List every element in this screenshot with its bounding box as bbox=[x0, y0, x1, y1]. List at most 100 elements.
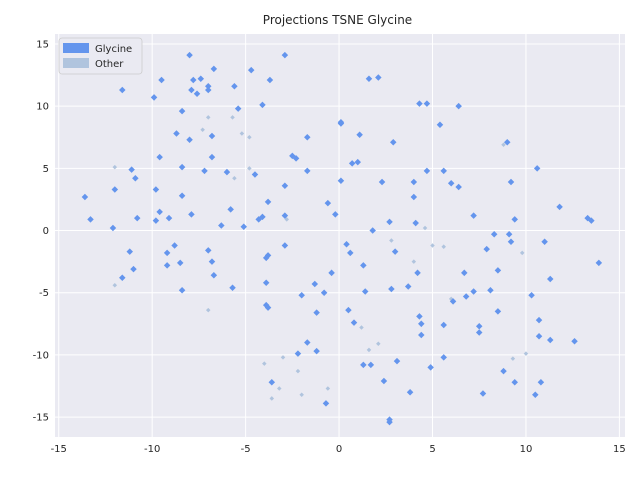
point-glycine bbox=[423, 100, 431, 107]
point-glycine bbox=[343, 240, 350, 248]
point-glycine bbox=[418, 320, 425, 328]
point-glycine bbox=[361, 288, 369, 295]
plot-area bbox=[55, 34, 625, 437]
y-axis-ticks: -15 -10 -5 0 5 10 15 bbox=[33, 39, 49, 423]
point-glycine bbox=[178, 286, 186, 294]
point-glycine bbox=[163, 249, 171, 257]
point-glycine bbox=[356, 131, 363, 139]
point-glycine bbox=[173, 130, 180, 137]
point-glycine bbox=[504, 138, 511, 146]
point-glycine bbox=[304, 339, 311, 346]
point-glycine bbox=[259, 101, 266, 109]
point-glycine bbox=[455, 183, 462, 191]
point-other bbox=[389, 238, 394, 243]
y-tick-label: 0 bbox=[43, 226, 49, 237]
point-glycine bbox=[388, 285, 395, 293]
point-glycine bbox=[440, 321, 447, 329]
x-tick-label: 0 bbox=[336, 444, 342, 455]
legend-label-glycine: Glycine bbox=[95, 44, 132, 55]
point-glycine bbox=[507, 238, 515, 245]
point-glycine bbox=[163, 262, 171, 269]
x-tick-label: 5 bbox=[429, 444, 435, 455]
chart-title: Projections TSNE Glycine bbox=[263, 13, 412, 27]
point-glycine bbox=[380, 377, 388, 385]
point-glycine bbox=[186, 51, 193, 59]
point-glycine bbox=[500, 367, 507, 375]
point-other bbox=[325, 386, 331, 391]
point-glycine bbox=[223, 168, 231, 176]
point-glycine bbox=[337, 177, 345, 185]
point-glycine bbox=[449, 298, 457, 305]
point-glycine bbox=[262, 254, 270, 262]
point-other bbox=[510, 356, 516, 361]
point-glycine bbox=[208, 258, 216, 265]
point-glycine bbox=[360, 361, 367, 369]
point-glycine bbox=[535, 332, 543, 340]
point-glycine bbox=[313, 309, 320, 316]
point-other bbox=[441, 244, 446, 249]
point-glycine bbox=[533, 165, 541, 172]
point-glycine bbox=[369, 227, 376, 234]
point-glycine bbox=[262, 279, 270, 287]
point-glycine bbox=[390, 138, 397, 146]
point-glycine bbox=[210, 272, 218, 279]
legend: Glycine Other bbox=[58, 37, 143, 75]
point-glycine bbox=[109, 224, 117, 232]
point-glycine bbox=[490, 231, 498, 238]
point-glycine bbox=[152, 186, 160, 193]
point-glycine bbox=[152, 217, 160, 224]
y-tick-label: -5 bbox=[39, 288, 49, 299]
x-tick-label: -15 bbox=[51, 444, 67, 455]
point-glycine bbox=[367, 361, 375, 369]
point-glycine bbox=[188, 211, 195, 218]
y-tick-label: -10 bbox=[33, 350, 49, 361]
point-glycine bbox=[128, 166, 135, 173]
point-glycine bbox=[268, 379, 276, 386]
point-glycine bbox=[281, 242, 289, 249]
point-glycine bbox=[304, 167, 311, 175]
point-glycine bbox=[423, 167, 431, 175]
point-glycine bbox=[588, 217, 595, 224]
point-other bbox=[366, 347, 372, 353]
point-glycine bbox=[208, 132, 216, 140]
point-glycine bbox=[311, 280, 319, 288]
point-glycine bbox=[532, 391, 539, 398]
point-glycine bbox=[210, 65, 218, 73]
legend-swatch-glycine bbox=[63, 43, 89, 53]
point-other bbox=[205, 115, 211, 120]
y-tick-label: 15 bbox=[36, 39, 49, 50]
point-other bbox=[523, 351, 529, 356]
point-glycine bbox=[410, 178, 418, 186]
point-other bbox=[422, 225, 428, 231]
point-glycine bbox=[208, 153, 216, 161]
point-glycine bbox=[393, 357, 401, 365]
point-glycine bbox=[416, 313, 423, 320]
point-glycine bbox=[324, 199, 332, 207]
point-glycine bbox=[186, 136, 193, 143]
x-axis-ticks: -15 -10 -5 0 5 10 15 bbox=[51, 444, 626, 455]
point-glycine bbox=[535, 316, 543, 324]
point-glycine bbox=[150, 94, 158, 101]
point-glycine bbox=[462, 293, 470, 300]
point-other bbox=[295, 368, 301, 374]
point-glycine bbox=[345, 306, 352, 314]
point-glycine bbox=[190, 76, 197, 84]
point-glycine bbox=[204, 247, 212, 254]
point-glycine bbox=[595, 259, 603, 267]
point-glycine bbox=[354, 158, 362, 166]
point-glycine bbox=[229, 284, 236, 291]
point-glycine bbox=[298, 291, 305, 299]
x-tick-label: -10 bbox=[144, 444, 160, 455]
point-glycine bbox=[264, 198, 272, 206]
point-other bbox=[280, 355, 286, 360]
point-glycine bbox=[178, 192, 186, 199]
point-glycine bbox=[571, 337, 578, 345]
point-glycine bbox=[322, 400, 330, 407]
point-glycine bbox=[171, 242, 178, 249]
point-glycine bbox=[304, 133, 311, 141]
legend-label-other: Other bbox=[95, 59, 124, 70]
point-glycine bbox=[365, 75, 373, 83]
point-glycine bbox=[227, 206, 234, 213]
point-glycine bbox=[470, 212, 477, 219]
